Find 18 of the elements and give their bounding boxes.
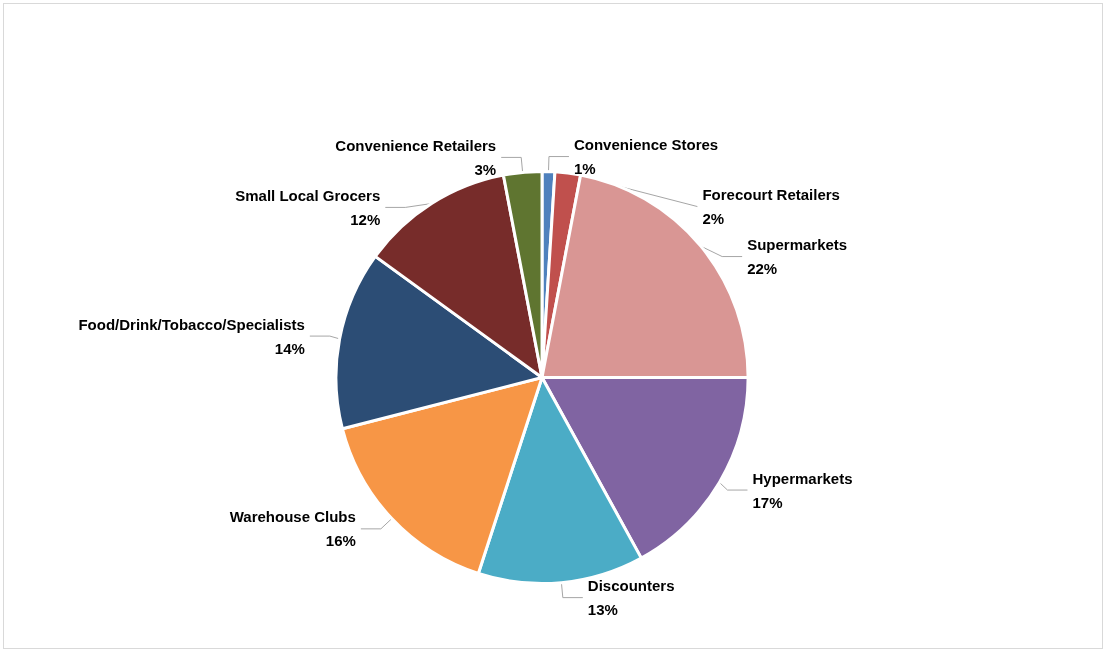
data-label: 13% [587, 601, 618, 619]
data-label: 12% [350, 210, 381, 228]
data-label: 22% [747, 260, 778, 278]
data-label: 17% [752, 493, 783, 511]
slice-label: Small Local Grocers [235, 186, 381, 204]
slice-label: Discounters [587, 577, 675, 595]
data-label: 3% [474, 160, 497, 178]
slice-label: Food/Drink/Tobacco/Specialists [78, 315, 305, 333]
slice-label: Supermarkets [747, 236, 848, 254]
slice-label: Convenience Stores [573, 136, 719, 154]
slice-label: Warehouse Clubs [229, 508, 356, 526]
slice-label: Convenience Retailers [335, 136, 497, 154]
data-label: 1% [573, 160, 596, 178]
data-label: 16% [325, 532, 356, 550]
data-label: 14% [274, 339, 305, 357]
slice-label: Forecourt Retailers [702, 186, 840, 204]
slice-label: Hypermarkets [752, 469, 853, 487]
data-label: 2% [702, 210, 725, 228]
